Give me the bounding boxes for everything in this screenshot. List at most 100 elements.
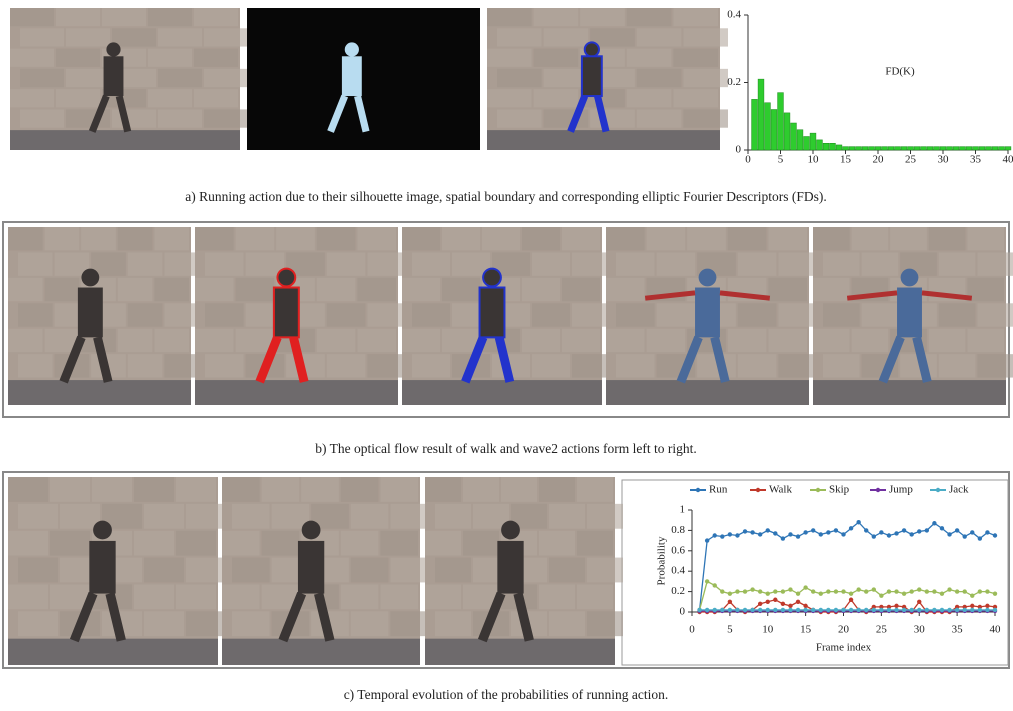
wall-tile xyxy=(118,227,153,250)
bar xyxy=(947,147,953,150)
y-tick-label: 0 xyxy=(680,606,686,618)
wall-tile xyxy=(148,49,192,67)
wall-tile xyxy=(20,69,64,87)
wall-tile xyxy=(134,584,174,609)
wall-tile xyxy=(232,558,270,583)
caption: a) Running action due to their silhouett… xyxy=(185,189,826,204)
wall-tile xyxy=(154,329,189,352)
wall-tile xyxy=(118,329,153,352)
wall-tile xyxy=(813,329,850,352)
wall-tile xyxy=(823,252,860,275)
wall-tile xyxy=(128,252,163,275)
wall-tile xyxy=(572,303,610,326)
wall-tile xyxy=(435,558,471,583)
wall-tile xyxy=(66,69,110,87)
point xyxy=(819,608,823,612)
point xyxy=(728,591,732,595)
wall-tile xyxy=(8,227,43,250)
wall-tile xyxy=(435,611,471,636)
point xyxy=(932,589,936,593)
photo xyxy=(425,477,623,665)
wall-tile xyxy=(627,8,672,26)
wall-tile xyxy=(8,477,48,502)
bar xyxy=(797,130,803,150)
x-tick-label: 20 xyxy=(873,154,885,166)
wall-tile xyxy=(341,584,379,609)
ground xyxy=(8,639,218,665)
wall-tile xyxy=(176,531,216,556)
point xyxy=(750,608,754,612)
wall-tile xyxy=(154,227,189,250)
bar xyxy=(960,147,966,150)
wall-tile xyxy=(8,584,48,609)
photo xyxy=(487,8,728,150)
wall-tile xyxy=(20,109,64,127)
legend-label: Skip xyxy=(829,484,850,496)
photo xyxy=(195,227,406,405)
wall-tile xyxy=(186,504,226,529)
point xyxy=(766,591,770,595)
wall-tile xyxy=(56,89,100,107)
wall-tile xyxy=(194,8,238,26)
point xyxy=(803,530,807,534)
person xyxy=(93,521,112,540)
point xyxy=(970,604,974,608)
annotation: FD(K) xyxy=(885,66,915,78)
wall-tile xyxy=(497,69,542,87)
wall-tile xyxy=(402,227,440,250)
wall-tile xyxy=(327,354,366,377)
bar xyxy=(862,147,868,150)
wall-tile xyxy=(10,49,54,67)
wall-tile xyxy=(549,504,585,529)
point xyxy=(819,532,823,536)
wall-tile xyxy=(164,252,199,275)
point xyxy=(781,608,785,612)
wall-tile xyxy=(112,109,156,127)
bar xyxy=(966,147,972,150)
bar xyxy=(940,147,946,150)
wall-tile xyxy=(539,477,575,502)
wall-tile xyxy=(158,69,202,87)
person xyxy=(302,521,321,540)
wall-tile xyxy=(683,109,728,127)
point xyxy=(811,528,815,532)
wall-tile xyxy=(562,227,600,250)
wall-tile xyxy=(532,252,570,275)
point xyxy=(713,608,717,612)
wall-tile xyxy=(425,477,461,502)
wall-tile xyxy=(18,252,53,275)
wall-tile xyxy=(176,477,216,502)
wall-tile xyxy=(45,227,80,250)
point xyxy=(720,608,724,612)
point xyxy=(766,600,770,604)
wall-tile xyxy=(276,227,315,250)
wall-tile xyxy=(587,611,623,636)
wall-tile xyxy=(977,354,1013,377)
x-tick-label: 40 xyxy=(990,624,1002,636)
wall-tile xyxy=(341,477,379,502)
point xyxy=(963,589,967,593)
bar xyxy=(771,110,777,151)
point xyxy=(735,608,739,612)
person xyxy=(497,541,523,594)
point xyxy=(834,589,838,593)
wall-tile xyxy=(616,303,655,326)
wall-tile xyxy=(195,278,234,301)
wall-tile xyxy=(144,504,184,529)
wall-tile xyxy=(158,109,202,127)
point xyxy=(720,534,724,538)
y-tick-label: 1 xyxy=(680,504,686,516)
point xyxy=(773,589,777,593)
y-tick-label: 0.8 xyxy=(671,524,685,536)
wall-tile xyxy=(380,477,418,502)
photo xyxy=(606,227,817,405)
wall-tile xyxy=(482,227,520,250)
wall-tile xyxy=(194,49,238,67)
person xyxy=(277,269,295,287)
wall-tile xyxy=(380,584,418,609)
point xyxy=(781,536,785,540)
legend-swatch xyxy=(756,488,760,492)
x-tick-label: 5 xyxy=(727,624,733,636)
point xyxy=(713,583,717,587)
wall-tile xyxy=(390,504,428,529)
